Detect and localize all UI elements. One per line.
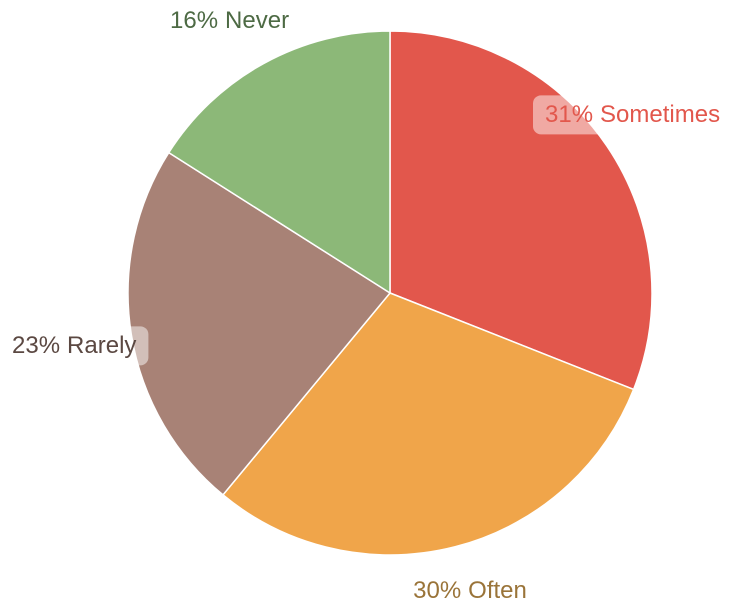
label-background: [158, 1, 302, 41]
pie-slice: [127, 151, 392, 496]
slice-value-label: 30%: [413, 577, 461, 604]
slice-label: 31% Sometimes: [545, 101, 720, 128]
pie-slice: [167, 30, 391, 295]
slice-value-label: 16%: [170, 7, 218, 34]
pie-slice: [221, 292, 635, 556]
slice-category-label: Sometimes: [600, 101, 720, 128]
slice-category-label: Never: [225, 7, 289, 34]
slice-category-label: Rarely: [67, 332, 136, 359]
slice-label: 23% Rarely: [12, 332, 136, 359]
slice-label: 30% Often: [413, 577, 527, 604]
label-background: [0, 326, 149, 366]
pie-slice: [389, 30, 653, 391]
label-background: [533, 95, 733, 135]
slice-value-label: 31%: [545, 101, 593, 128]
slice-value-label: 23%: [12, 332, 60, 359]
label-background: [401, 571, 539, 608]
slice-label: 16% Never: [170, 7, 289, 34]
slice-category-label: Often: [468, 577, 527, 604]
